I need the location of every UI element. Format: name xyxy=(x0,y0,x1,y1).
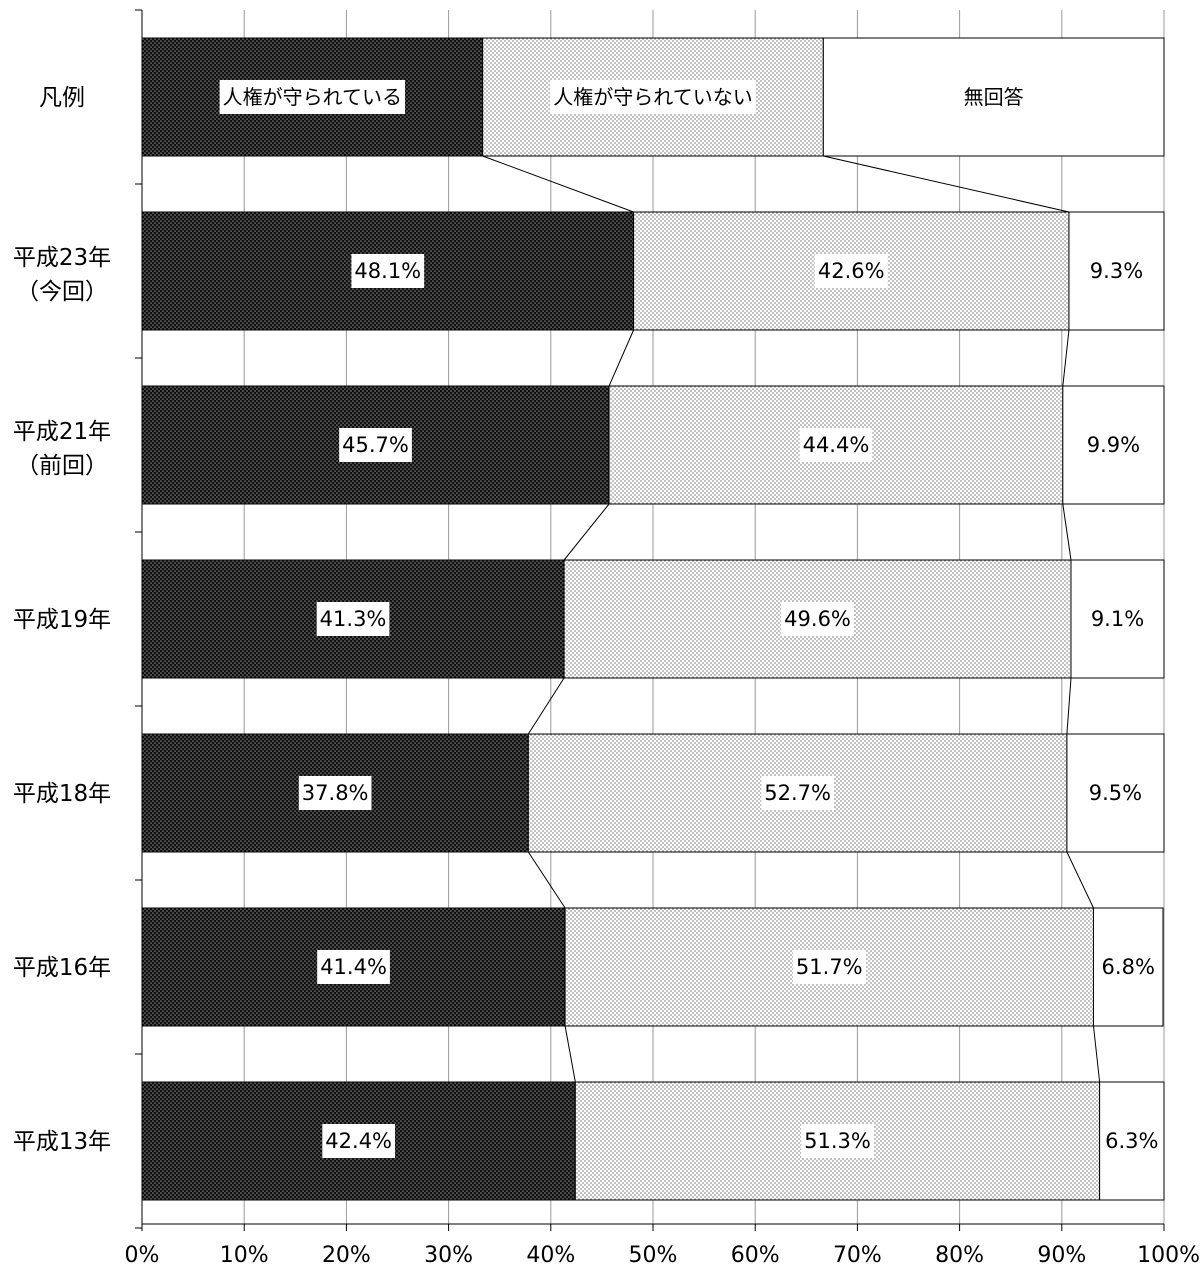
label-background xyxy=(550,80,756,114)
x-tick-label: 0% xyxy=(125,1243,160,1268)
category-label: （前回） xyxy=(16,453,108,479)
category-label: 平成18年 xyxy=(13,781,111,807)
x-tick-label: 60% xyxy=(731,1243,780,1268)
category-label: 平成21年 xyxy=(13,419,111,445)
data-label: 9.1% xyxy=(1091,607,1144,631)
x-tick-label: 40% xyxy=(526,1243,575,1268)
data-label: 41.3% xyxy=(320,607,387,631)
data-label: 6.3% xyxy=(1105,1129,1158,1153)
bar-segment xyxy=(1070,559,1165,679)
bar-segment xyxy=(1099,1081,1165,1201)
bar-segment xyxy=(1092,907,1164,1027)
legend-swatch xyxy=(482,37,824,157)
data-label: 52.7% xyxy=(764,781,831,805)
x-tick-label: 80% xyxy=(935,1243,984,1268)
series-line xyxy=(1062,503,1072,561)
data-label: 51.3% xyxy=(804,1129,871,1153)
data-label: 44.4% xyxy=(803,433,870,457)
series-line xyxy=(482,155,634,213)
category-label: （今回） xyxy=(16,279,108,305)
label-background xyxy=(792,950,866,984)
legend-label: 人権が守られていない xyxy=(553,85,752,109)
x-tick-label: 90% xyxy=(1037,1243,1086,1268)
label-background xyxy=(322,1124,396,1158)
legend-swatch xyxy=(822,37,1165,157)
category-label: 平成13年 xyxy=(13,1129,111,1155)
series-line xyxy=(1092,1025,1101,1083)
legend-row-label: 凡例 xyxy=(39,85,85,111)
series-lines xyxy=(482,155,1101,1083)
series-line xyxy=(1066,851,1094,909)
x-tick-label: 100% xyxy=(1137,1243,1200,1268)
series-line xyxy=(527,851,566,909)
x-tick-label: 50% xyxy=(629,1243,678,1268)
data-label: 45.7% xyxy=(342,433,409,457)
x-axis: 0% 10% 20% 30% 40% 50% 60% 70% 80% 90% 100% xyxy=(125,9,1200,1268)
series-line xyxy=(1062,329,1070,387)
label-background xyxy=(219,80,406,114)
data-label: 37.8% xyxy=(302,781,369,805)
label-background xyxy=(298,776,372,810)
label-background xyxy=(799,428,873,462)
bars-group xyxy=(141,37,1165,1201)
data-label: 51.7% xyxy=(796,955,863,979)
data-label: 41.4% xyxy=(320,955,387,979)
data-label: 42.4% xyxy=(325,1129,392,1153)
category-label: 平成23年 xyxy=(13,245,111,271)
category-label: 平成19年 xyxy=(13,607,111,633)
label-background xyxy=(801,1124,874,1158)
label-background xyxy=(351,254,425,288)
data-label: 9.3% xyxy=(1090,259,1143,283)
legend-label: 人権が守られている xyxy=(223,85,402,109)
data-label: 42.6% xyxy=(818,259,885,283)
label-background xyxy=(317,950,390,984)
bar-segment xyxy=(1066,733,1165,853)
series-line xyxy=(564,1025,576,1083)
category-label: 平成16年 xyxy=(13,955,111,981)
data-labels-group: 人権が守られている 人権が守られていない 無回答 48.1% 42.6% 9.3% 45.7… xyxy=(219,80,1158,1158)
data-label: 9.5% xyxy=(1089,781,1142,805)
label-background xyxy=(339,428,412,462)
series-line xyxy=(823,155,1070,213)
bar-segment xyxy=(1062,385,1165,505)
data-label: 49.6% xyxy=(784,607,851,631)
x-tick-label: 20% xyxy=(322,1243,371,1268)
label-background xyxy=(781,602,854,636)
x-tick-label: 30% xyxy=(424,1243,473,1268)
bar-segment xyxy=(1068,211,1165,331)
legend-label: 無回答 xyxy=(964,85,1024,109)
series-line xyxy=(527,677,565,735)
data-label: 48.1% xyxy=(354,259,421,283)
x-tick-label: 70% xyxy=(833,1243,882,1268)
label-background xyxy=(316,602,390,636)
series-line xyxy=(563,503,610,561)
series-line xyxy=(608,329,635,387)
series-line xyxy=(1066,677,1072,735)
label-background xyxy=(814,254,888,288)
data-label: 6.8% xyxy=(1102,955,1155,979)
x-tick-label: 10% xyxy=(220,1243,269,1268)
data-label: 9.9% xyxy=(1087,433,1140,457)
label-background xyxy=(761,776,834,810)
